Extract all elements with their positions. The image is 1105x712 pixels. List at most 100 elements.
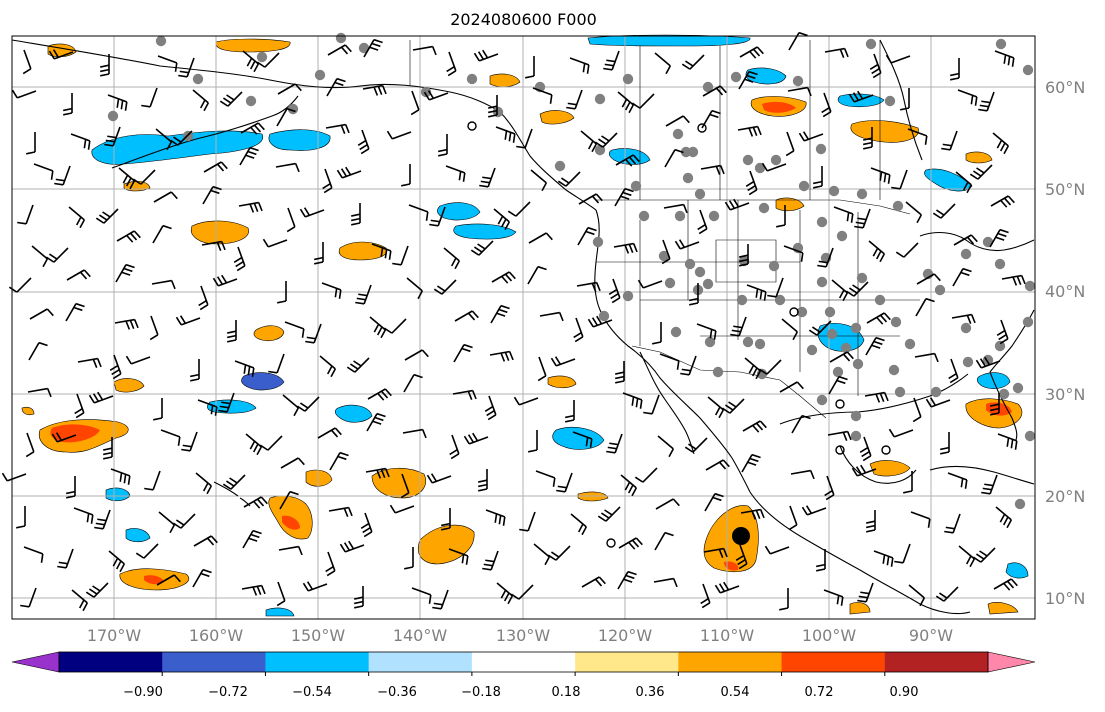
wind-barb bbox=[493, 208, 511, 231]
wind-barb bbox=[865, 336, 885, 356]
wind-barb bbox=[489, 350, 514, 362]
wind-barb bbox=[496, 582, 514, 605]
station-marker bbox=[592, 236, 604, 248]
coastline-central-america bbox=[749, 491, 971, 615]
wind-barb bbox=[198, 285, 209, 311]
contour-pos-18 bbox=[539, 110, 575, 125]
wind-barb bbox=[516, 128, 533, 149]
station-marker bbox=[816, 276, 828, 288]
wind-barb bbox=[158, 511, 176, 534]
wind-barb bbox=[286, 207, 296, 233]
station-marker bbox=[930, 386, 942, 398]
wind-barb bbox=[192, 568, 212, 588]
wind-barb bbox=[473, 49, 499, 62]
wind-barb bbox=[371, 243, 392, 260]
wind-barb bbox=[573, 317, 584, 343]
wind-barb bbox=[700, 164, 725, 175]
station-marker bbox=[768, 260, 780, 272]
wind-barb bbox=[566, 89, 583, 110]
wind-barb bbox=[953, 234, 978, 246]
wind-barb bbox=[907, 128, 928, 145]
coastline-alaska bbox=[11, 39, 597, 211]
wind-barb bbox=[828, 375, 848, 395]
station-marker bbox=[934, 284, 946, 296]
wind-barb bbox=[513, 396, 539, 406]
wind-barb bbox=[406, 277, 424, 300]
wind-barb bbox=[94, 509, 111, 530]
colorbar-extend-low bbox=[11, 651, 60, 673]
coastline-west-coast bbox=[594, 209, 751, 493]
contour-pos-25 bbox=[547, 375, 577, 389]
colorbar-tick-label: 0.90 bbox=[889, 685, 919, 700]
station-marker bbox=[664, 277, 676, 289]
wind-barb bbox=[995, 506, 1013, 529]
wind-barb bbox=[107, 94, 128, 111]
station-marker bbox=[840, 342, 852, 354]
station-marker bbox=[554, 160, 566, 172]
wind-barb bbox=[355, 284, 372, 305]
wind-barb bbox=[495, 126, 516, 143]
colorbar-segment bbox=[575, 652, 679, 672]
wind-barb bbox=[449, 434, 460, 460]
wind-barb bbox=[452, 389, 477, 400]
wind-barb bbox=[383, 318, 407, 334]
station-marker bbox=[730, 71, 742, 83]
wind-barb bbox=[45, 247, 69, 263]
contour-pos-27 bbox=[21, 406, 35, 416]
wind-barb bbox=[109, 354, 122, 380]
wind-barb bbox=[528, 430, 538, 453]
station-marker bbox=[1022, 64, 1034, 76]
wind-barb bbox=[779, 381, 804, 393]
wind-barb bbox=[190, 359, 200, 382]
wind-barb bbox=[73, 507, 94, 524]
wind-barb bbox=[631, 93, 655, 109]
wind-barb bbox=[519, 511, 536, 532]
wind-barb bbox=[233, 246, 246, 272]
wind-barb bbox=[153, 398, 163, 421]
wind-barb bbox=[829, 351, 854, 363]
contour-neg-5 bbox=[837, 93, 885, 108]
wind-barb bbox=[914, 352, 939, 363]
wind-barb bbox=[955, 171, 973, 194]
wind-barb bbox=[156, 574, 181, 586]
wind-barb bbox=[790, 469, 815, 480]
wind-barb bbox=[912, 397, 922, 423]
wind-barb bbox=[527, 265, 547, 285]
station-marker bbox=[314, 69, 326, 81]
wind-barb bbox=[195, 472, 213, 495]
wind-barb bbox=[845, 281, 869, 297]
wind-barb bbox=[172, 513, 196, 529]
wind-barb bbox=[525, 56, 535, 79]
wind-barb bbox=[108, 550, 126, 573]
wind-barb bbox=[432, 589, 449, 610]
station-marker bbox=[682, 172, 694, 184]
wind-barb bbox=[947, 472, 968, 489]
wind-barb bbox=[783, 245, 804, 262]
wind-barb bbox=[932, 203, 956, 219]
station-marker bbox=[816, 216, 828, 228]
wind-barb bbox=[654, 531, 674, 551]
wind-barb bbox=[854, 208, 871, 229]
lon-label-170w: 170°W bbox=[86, 626, 142, 645]
station-marker bbox=[712, 366, 724, 378]
station-marker bbox=[155, 35, 167, 47]
wind-barb bbox=[735, 544, 748, 570]
wind-barb bbox=[654, 52, 672, 75]
station-marker bbox=[694, 188, 706, 200]
wind-barb bbox=[957, 89, 978, 106]
wind-barb bbox=[31, 245, 49, 268]
wind-barb bbox=[404, 547, 414, 570]
wind-barb bbox=[443, 247, 461, 270]
wind-barb bbox=[885, 54, 911, 64]
wind-barb bbox=[764, 545, 790, 555]
wind-barb bbox=[115, 263, 135, 283]
station-marker bbox=[702, 81, 714, 93]
contour-neg-12 bbox=[241, 372, 285, 391]
wind-barb bbox=[242, 50, 260, 73]
wind-barb bbox=[697, 209, 708, 235]
wind-barb bbox=[791, 414, 811, 434]
station-marker bbox=[828, 185, 840, 197]
coastline-yucatan bbox=[839, 445, 917, 484]
station-marker bbox=[770, 154, 782, 166]
station-marker bbox=[658, 250, 670, 262]
